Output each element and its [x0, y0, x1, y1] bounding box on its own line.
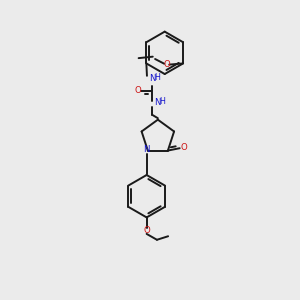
Text: H: H [160, 97, 166, 106]
Text: N: N [154, 98, 160, 107]
Text: O: O [134, 86, 141, 95]
Text: N: N [149, 74, 155, 83]
Text: N: N [143, 145, 150, 154]
Text: O: O [180, 142, 187, 152]
Text: O: O [143, 226, 150, 236]
Text: O: O [163, 60, 170, 69]
Text: H: H [154, 73, 160, 82]
